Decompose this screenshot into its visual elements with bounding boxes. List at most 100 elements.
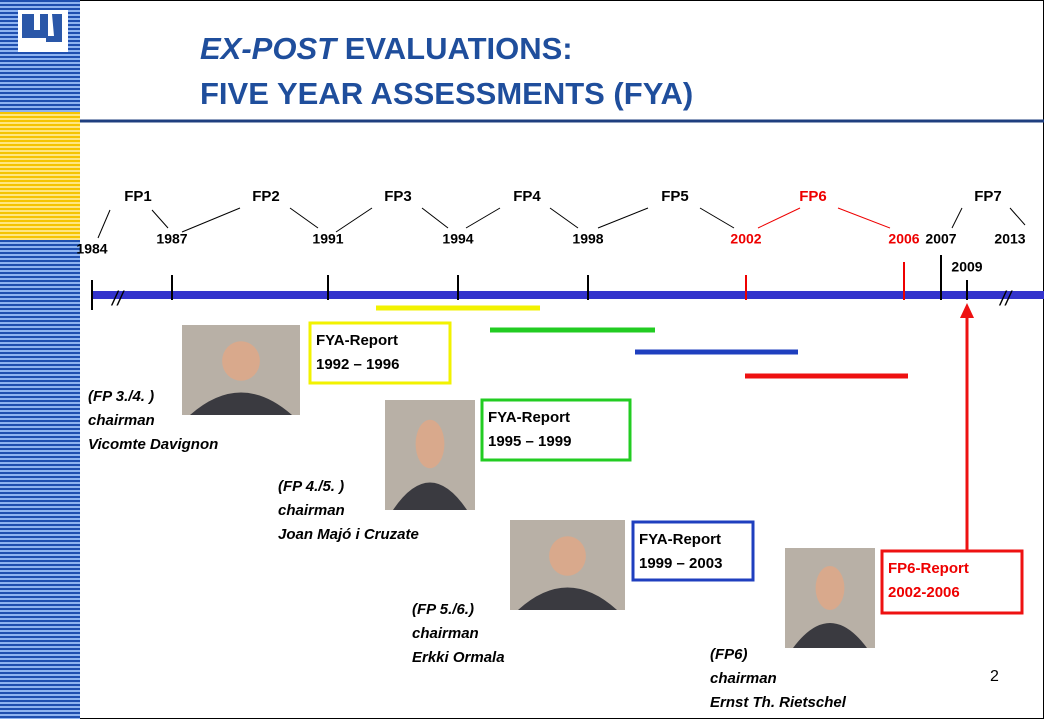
- stripe: [0, 576, 80, 578]
- stripe: [0, 596, 80, 598]
- stripe: [0, 344, 80, 346]
- photo: [182, 325, 300, 415]
- stripe: [0, 686, 80, 688]
- stripe: [0, 148, 80, 150]
- stripe: [0, 606, 80, 608]
- stripe: [0, 676, 80, 678]
- stripe: [0, 548, 80, 550]
- stripe: [0, 612, 80, 614]
- stripe: [0, 494, 80, 496]
- stripe: [0, 306, 80, 308]
- stripe: [0, 644, 80, 646]
- stripe: [0, 362, 80, 364]
- stripe: [0, 186, 80, 188]
- report-text: 1999 – 2003: [639, 555, 722, 572]
- stripe: [0, 70, 80, 72]
- stripe: [0, 706, 80, 708]
- stripe: [0, 228, 80, 230]
- stripe: [0, 530, 80, 532]
- stripe: [0, 322, 80, 324]
- stripe: [0, 276, 80, 278]
- stripe: [0, 220, 80, 222]
- stripe: [0, 436, 80, 438]
- stripe: [0, 62, 80, 64]
- stripe: [0, 274, 80, 276]
- stripe: [0, 140, 80, 142]
- stripe: [0, 552, 80, 554]
- stripe: [0, 608, 80, 610]
- stripe: [0, 288, 80, 290]
- stripe: [0, 702, 80, 704]
- stripe: [0, 190, 80, 192]
- chairman-caption: Joan Majó i Cruzate: [278, 526, 419, 543]
- stripe: [0, 614, 80, 616]
- stripe: [0, 448, 80, 450]
- stripe: [0, 212, 80, 214]
- stripe: [0, 636, 80, 638]
- programme-label: FP2: [252, 188, 280, 205]
- stripe: [0, 158, 80, 160]
- stripe: [0, 470, 80, 472]
- stripe: [0, 284, 80, 286]
- chairman-caption: (FP 3./4. ): [88, 388, 154, 405]
- stripe: [0, 310, 80, 312]
- stripe: [0, 340, 80, 342]
- stripe: [0, 698, 80, 700]
- stripe: [0, 130, 80, 132]
- stripe: [0, 422, 80, 424]
- stripe: [0, 378, 80, 380]
- stripe: [0, 358, 80, 360]
- stripe: [0, 442, 80, 444]
- stripe: [0, 390, 80, 392]
- stripe: [0, 486, 80, 488]
- stripe: [0, 580, 80, 582]
- stripe: [0, 214, 80, 216]
- stripe: [0, 88, 80, 90]
- programme-label: FP4: [513, 188, 541, 205]
- programme-label: FP5: [661, 188, 689, 205]
- report-text: 2002-2006: [888, 584, 960, 601]
- stripe: [0, 572, 80, 574]
- stripe: [0, 110, 80, 112]
- stripe: [0, 444, 80, 446]
- stripe: [0, 514, 80, 516]
- stripe: [0, 714, 80, 716]
- stripe: [0, 172, 80, 174]
- stripe: [0, 92, 80, 94]
- stripe: [0, 312, 80, 314]
- stripe: [0, 384, 80, 386]
- report-text: FYA-Report: [316, 332, 398, 349]
- stripe: [0, 74, 80, 76]
- stripe: [0, 350, 80, 352]
- chairman-caption: (FP 5./6.): [412, 601, 474, 618]
- stripe: [0, 570, 80, 572]
- stripe: [0, 672, 80, 674]
- stripe: [0, 166, 80, 168]
- stripe: [0, 650, 80, 652]
- stripe: [0, 388, 80, 390]
- stripe: [0, 222, 80, 224]
- stripe: [0, 96, 80, 98]
- stripe: [0, 412, 80, 414]
- stripe: [0, 256, 80, 258]
- stripe: [0, 536, 80, 538]
- stripe: [0, 562, 80, 564]
- stripe: [0, 416, 80, 418]
- year-label: 2002: [730, 231, 761, 247]
- report-text: FP6-Report: [888, 560, 969, 577]
- stripe: [0, 414, 80, 416]
- stripe: [0, 240, 80, 242]
- stripe: [0, 258, 80, 260]
- stripe: [0, 670, 80, 672]
- year-label: 2009: [951, 259, 982, 275]
- stripe: [0, 246, 80, 248]
- stripe: [0, 582, 80, 584]
- stripe: [0, 406, 80, 408]
- stripe: [0, 314, 80, 316]
- stripe: [0, 434, 80, 436]
- chairman-caption: chairman: [412, 625, 479, 642]
- stripe: [0, 152, 80, 154]
- stripe: [0, 410, 80, 412]
- stripe: [0, 712, 80, 714]
- stripe: [0, 690, 80, 692]
